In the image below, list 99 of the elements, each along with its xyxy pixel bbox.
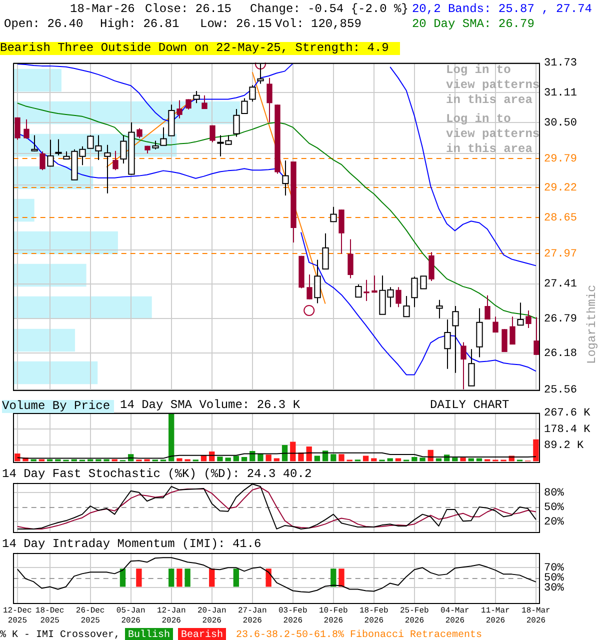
x-tick-label: 05-Jan 2026 — [116, 606, 146, 626]
x-tick-label: 04-Mar 2026 — [440, 606, 470, 626]
bar — [460, 458, 466, 462]
chart-title: 14 Day SMA Volume: 26.3 K — [120, 398, 300, 412]
candlestick — [502, 328, 508, 353]
candlestick — [428, 252, 434, 282]
ref-line-label: 29.79 — [544, 153, 578, 166]
y-tick-label: 31.11 — [544, 87, 578, 100]
chart-title: Bearish Three Outside Down on 22-May-25, Strength: 4.9 — [0, 41, 400, 55]
text: High: 26.81 — [100, 17, 180, 31]
ref-line-label: 28.65 — [544, 212, 578, 224]
x-tick-label: 12-Jan 2026 — [156, 606, 186, 626]
text: 18-Mar-26 — [70, 2, 135, 16]
text: Open: 26.40 — [4, 17, 84, 31]
y-tick-label: 89.2 K — [544, 440, 584, 452]
text: Volume By Price — [2, 399, 114, 413]
y-tick-label: 26.79 — [544, 313, 578, 326]
y-tick-label: 30% — [544, 582, 564, 595]
y-tick-label: 30.50 — [544, 117, 578, 130]
candlestick — [112, 150, 118, 171]
candlestick — [492, 316, 498, 334]
text: Close: 26.15 — [145, 2, 232, 16]
bar — [362, 456, 369, 462]
bar — [452, 458, 458, 462]
y-tick-label: 178.4 K — [544, 424, 591, 436]
bar — [225, 458, 231, 462]
bar — [420, 458, 426, 462]
text: DAILY CHART — [430, 398, 510, 412]
candlestick — [396, 286, 402, 308]
text: Low: 26.15 — [200, 17, 272, 31]
candlestick — [526, 310, 532, 328]
candlestick — [176, 100, 182, 119]
candlestick — [364, 279, 370, 302]
candlestick — [202, 94, 208, 110]
text: 23.6-38.2-50-61.8% Fibonacci Retracements — [236, 629, 482, 640]
x-tick-label: 18-Mar 2026 — [522, 606, 551, 626]
candlestick — [186, 98, 192, 110]
candlestick — [210, 124, 216, 143]
candlestick — [266, 77, 272, 123]
x-tick-label: 20-Jan 2026 — [197, 606, 226, 626]
bar — [14, 361, 98, 384]
candlestick — [338, 209, 344, 254]
y-tick-label: 25.56 — [544, 384, 578, 396]
bar — [338, 454, 344, 462]
chart-title: 14 Day Intraday Momentum (IMI): 41.6 — [2, 537, 262, 551]
candlestick — [484, 294, 490, 320]
text: Vol: 120,859 — [275, 17, 362, 31]
candlestick — [460, 342, 466, 390]
annotation: Log in to view patterns in this area — [446, 63, 540, 108]
bar — [314, 456, 320, 462]
legend-title: % K - IMI Crossover, — [0, 629, 120, 640]
candlestick — [348, 238, 354, 279]
x-tick-label: 26-Dec 2025 — [76, 606, 105, 626]
y-tick-label: 26.18 — [544, 348, 578, 360]
bar — [14, 296, 152, 320]
x-tick-label: 11-Mar 2026 — [481, 606, 510, 626]
y-tick-label: 267.6 K — [544, 408, 591, 420]
x-tick-label: 27-Jan 2026 — [238, 606, 267, 626]
candlestick — [40, 150, 46, 171]
candlestick — [14, 116, 20, 140]
bar — [14, 264, 86, 287]
bar — [14, 328, 76, 352]
candlestick — [510, 316, 516, 346]
y-tick-label: 50% — [544, 502, 564, 514]
candlestick — [372, 275, 378, 294]
x-tick-label: 10-Feb 2026 — [318, 606, 348, 626]
text: Bullish — [125, 628, 174, 640]
text: Bearish — [178, 628, 226, 640]
y-tick-label: 31.73 — [544, 58, 578, 70]
y-tick-label: 27.41 — [544, 278, 578, 291]
x-tick-label: 18-Feb 2026 — [360, 606, 389, 626]
x-tick-label: 18-Dec 2025 — [35, 606, 64, 626]
x-tick-label: 12-Dec 2025 — [3, 606, 32, 626]
y-tick-label: 80% — [544, 487, 564, 500]
bar — [533, 439, 539, 462]
bar — [14, 198, 34, 222]
text: Change: -0.54 {-2.0 %} — [250, 2, 408, 16]
annotation: Log in to view patterns in this area — [446, 112, 540, 157]
y-tick-label: 20% — [544, 516, 564, 529]
y-axis-title: Logarithmic — [585, 284, 599, 364]
ref-line-label: 27.97 — [544, 248, 578, 260]
text: 20,2 Bands: 25.87 , 27.74 — [412, 2, 592, 17]
candlestick — [24, 118, 30, 140]
x-tick-label: 25-Feb 2026 — [400, 606, 430, 626]
bar — [266, 454, 272, 462]
candlestick — [306, 274, 312, 300]
chart-title: 14 Day Fast Stochastic (%K) (%D): 24.3 40.2 — [2, 467, 312, 481]
bar — [217, 456, 223, 462]
bar — [290, 442, 296, 462]
candlestick — [534, 316, 540, 356]
bar — [330, 454, 336, 462]
bar — [412, 457, 418, 462]
candlestick — [136, 128, 142, 139]
bar — [14, 68, 62, 92]
text: 20 Day SMA: 26.79 — [412, 17, 536, 32]
x-tick-label: 03-Feb 2026 — [278, 606, 308, 626]
bar — [168, 413, 174, 462]
ref-line-label: 29.22 — [544, 182, 578, 194]
bar — [258, 454, 264, 462]
